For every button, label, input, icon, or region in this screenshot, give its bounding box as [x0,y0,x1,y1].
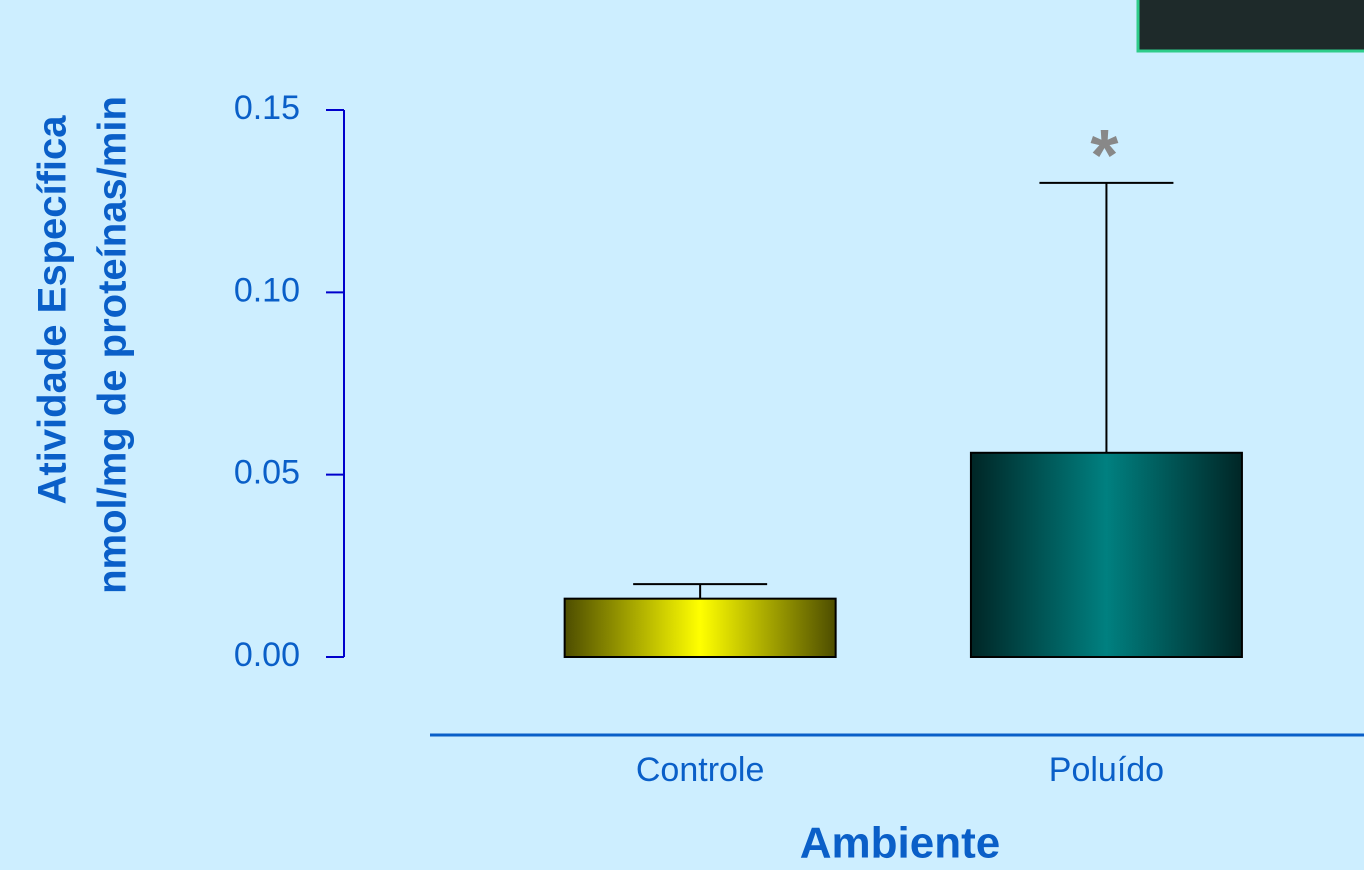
y-tick-label: 0.15 [234,89,300,127]
significance-marker: * [1090,116,1118,196]
x-tick-label: Controle [636,751,765,789]
y-axis-title: Atividade Específica [31,115,75,505]
y-tick-label: 0.10 [234,271,300,309]
x-tick-label: Poluído [1049,751,1164,789]
y-tick-label: 0.05 [234,454,300,492]
y-axis-title: nmol/mg de proteínas/min [91,96,135,594]
x-axis-title: Ambiente [800,819,1000,868]
bar [565,599,836,657]
chart: Atividade Específica nmol/mg de proteína… [0,0,1364,870]
bar [971,453,1242,657]
page: Atividade Específica nmol/mg de proteína… [0,0,1364,870]
corner-image [1138,0,1364,51]
y-tick-label: 0.00 [234,636,300,674]
background [0,0,1364,870]
